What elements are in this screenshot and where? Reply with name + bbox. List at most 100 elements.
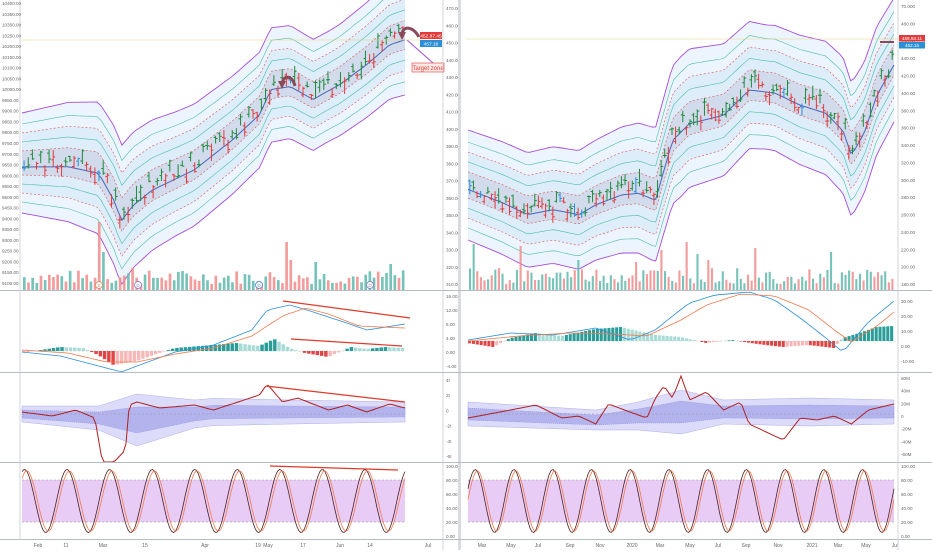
volume-bar [798,279,800,290]
volume-bar [642,270,644,290]
indicator-tick-label: 0.00 [901,344,910,349]
indicator-tick-label: -20M [901,427,912,432]
volume-bar [494,270,496,290]
price-tick-label: 420.00 [901,74,915,79]
volume-bar [98,222,101,290]
volume-bar [837,284,839,290]
volume-bar [231,282,234,290]
volume-bar [873,277,875,290]
price-tick-label: 70.000 [901,4,915,9]
macd-histogram-bar [82,348,85,351]
volume-bar [106,279,109,290]
volume-bar [841,272,843,290]
price-tick-label: 260.00 [901,213,915,218]
volume-bar [704,282,706,290]
macd-histogram-bar [379,347,382,351]
macd-histogram-bar [573,333,576,341]
volume-bar [306,277,309,290]
event-marker[interactable]: D [135,282,142,289]
time-label: Sep [566,543,575,549]
volume-bar [657,271,659,290]
event-marker[interactable]: D [367,282,374,289]
volume-bar [599,281,601,290]
event-marker[interactable]: E [96,282,103,289]
volume-bar [545,274,547,290]
volume-bar [870,272,872,290]
macd-histogram-bar [137,351,140,360]
macd-histogram-bar [65,347,68,351]
volume-bar [73,282,76,290]
macd-histogram-bar [476,341,479,345]
event-marker[interactable]: D [256,282,263,289]
target-zone-label: Target zone [412,66,444,72]
macd-histogram-bar [483,341,486,346]
right-oscillator-pane[interactable] [466,374,898,462]
chart-split-divider[interactable] [458,0,461,550]
macd-histogram-bar [545,334,548,341]
volume-bar [617,282,619,290]
volume-bar [527,270,529,290]
indicator-tick-label: -4t [446,439,452,444]
volume-bar [678,271,680,290]
macd-histogram-bar [480,341,483,345]
volume-bar [281,283,284,290]
right-stochastic-pane[interactable] [466,464,898,538]
volume-bar [81,278,84,290]
left-price-pane[interactable]: Target zone E D D D [20,0,444,290]
volume-bar [302,278,305,290]
volume-bar [736,268,738,290]
price-tick-label: 9750.00 [2,141,19,146]
macd-histogram-bar [231,343,234,351]
left-oscillator-pane[interactable] [20,374,442,462]
indicator-tick-label: 80.00 [446,478,458,483]
price-tick-label: 9950.00 [2,98,19,103]
volume-bar [711,268,713,290]
price-tick-label: 10250.00 [2,33,22,38]
macd-histogram-bar [487,341,490,346]
volume-bar [505,284,507,290]
volume-bar [331,283,334,290]
right-chart[interactable]: 70.000480.00460.00440.00420.00400.00380.… [466,0,925,549]
macd-histogram-bar [813,341,816,346]
volume-bar [491,275,493,290]
indicator-tick-label: 60.00 [901,492,913,497]
left-macd-pane[interactable] [20,291,442,372]
macd-histogram-bar [549,335,552,341]
macd-histogram-bar [588,330,591,341]
volume-bar [148,271,151,290]
volume-bar [758,278,760,290]
indicator-tick-label: 0 [901,414,904,419]
macd-histogram-bar [879,327,882,341]
volume-bar [156,278,159,290]
macd-histogram-bar [375,348,378,351]
volume-bar [501,274,503,290]
volume-bar [884,271,886,290]
macd-histogram-bar [576,333,579,341]
volume-bar [556,273,558,290]
volume-bar [239,284,242,290]
macd-histogram-bar [797,341,800,346]
volume-bar [628,278,630,290]
indicator-tick-label: 12.00 [446,308,458,313]
macd-histogram-bar [337,351,340,352]
right-macd-pane[interactable] [466,291,898,371]
macd-histogram-bar [836,341,839,344]
macd-histogram-bar [107,351,110,362]
volume-bar [624,281,626,290]
macd-histogram-bar [260,345,263,351]
volume-bar [487,279,489,290]
volume-bar [675,282,677,290]
time-label: 19 [255,543,261,549]
macd-histogram-bar [252,345,255,351]
indicator-tick-label: -4.00 [446,364,457,369]
macd-histogram-bar [747,341,750,343]
right-price-pane[interactable] [466,0,898,290]
left-stochastic-pane[interactable] [20,464,442,538]
macd-histogram-bar [103,351,106,359]
volume-bar [646,274,648,290]
volume-bar [794,284,796,290]
macd-histogram-bar [367,349,370,351]
